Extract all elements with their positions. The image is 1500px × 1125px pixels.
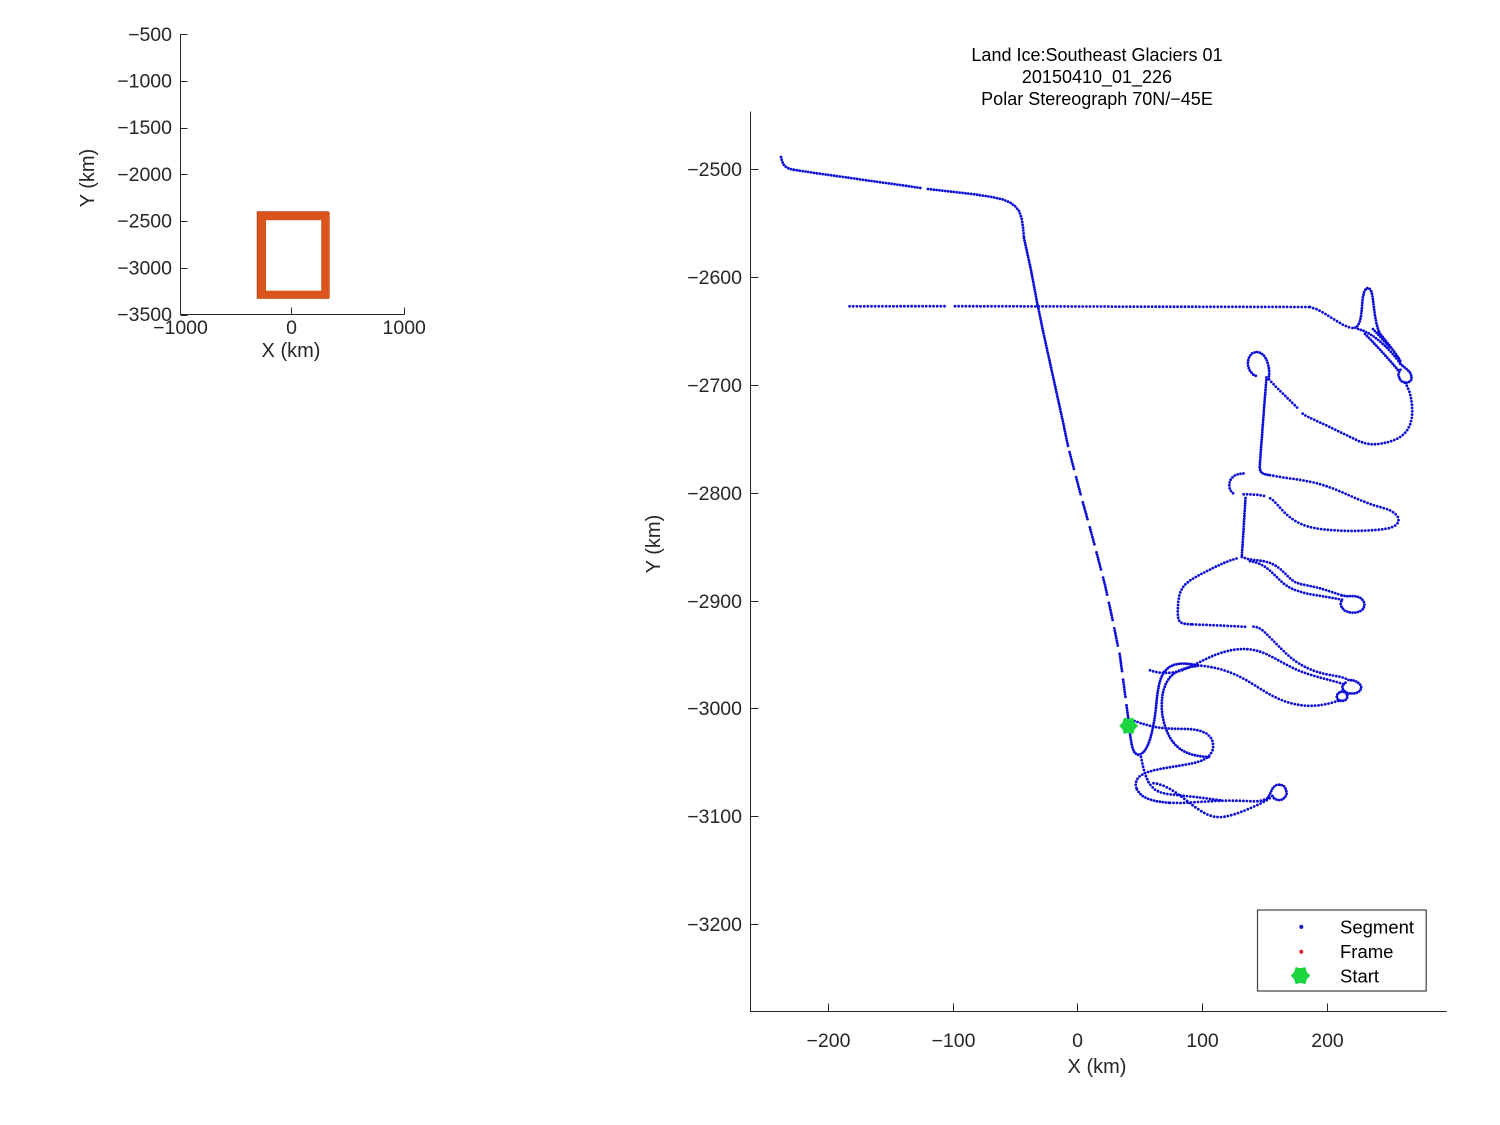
svg-text:−2800: −2800	[687, 483, 742, 505]
svg-text:Polar Stereograph 70N/−45E: Polar Stereograph 70N/−45E	[981, 89, 1213, 109]
svg-text:200: 200	[1311, 1030, 1344, 1052]
svg-text:−2900: −2900	[687, 591, 742, 613]
svg-text:−2500: −2500	[117, 211, 172, 233]
svg-text:0: 0	[286, 317, 297, 339]
svg-text:−2700: −2700	[687, 375, 742, 397]
svg-text:−3500: −3500	[117, 304, 172, 326]
svg-text:−3100: −3100	[687, 806, 742, 828]
svg-text:−3200: −3200	[687, 914, 742, 936]
svg-text:100: 100	[1186, 1030, 1219, 1052]
svg-text:−1500: −1500	[117, 117, 172, 139]
svg-text:−2500: −2500	[687, 159, 742, 181]
svg-text:X (km): X (km)	[262, 340, 321, 362]
svg-text:−3000: −3000	[687, 698, 742, 720]
svg-text:−100: −100	[932, 1030, 976, 1052]
svg-text:−3000: −3000	[117, 257, 172, 279]
svg-text:Y (km): Y (km)	[77, 149, 99, 208]
svg-text:−1000: −1000	[153, 317, 208, 339]
svg-text:−2000: −2000	[117, 164, 172, 186]
svg-text:1000: 1000	[383, 317, 427, 339]
svg-text:Start: Start	[1340, 966, 1379, 987]
svg-text:Land Ice:Southeast Glaciers 01: Land Ice:Southeast Glaciers 01	[971, 45, 1222, 65]
svg-text:−200: −200	[807, 1030, 851, 1052]
svg-text:Y (km): Y (km)	[643, 515, 665, 574]
svg-text:Segment: Segment	[1340, 917, 1414, 938]
svg-text:0: 0	[1072, 1030, 1083, 1052]
svg-text:−500: −500	[128, 24, 172, 46]
svg-text:X (km): X (km)	[1068, 1056, 1127, 1078]
svg-text:−1000: −1000	[117, 71, 172, 93]
svg-text:20150410_01_226: 20150410_01_226	[1022, 67, 1172, 88]
svg-text:−2600: −2600	[687, 267, 742, 289]
svg-text:Frame: Frame	[1340, 941, 1393, 962]
